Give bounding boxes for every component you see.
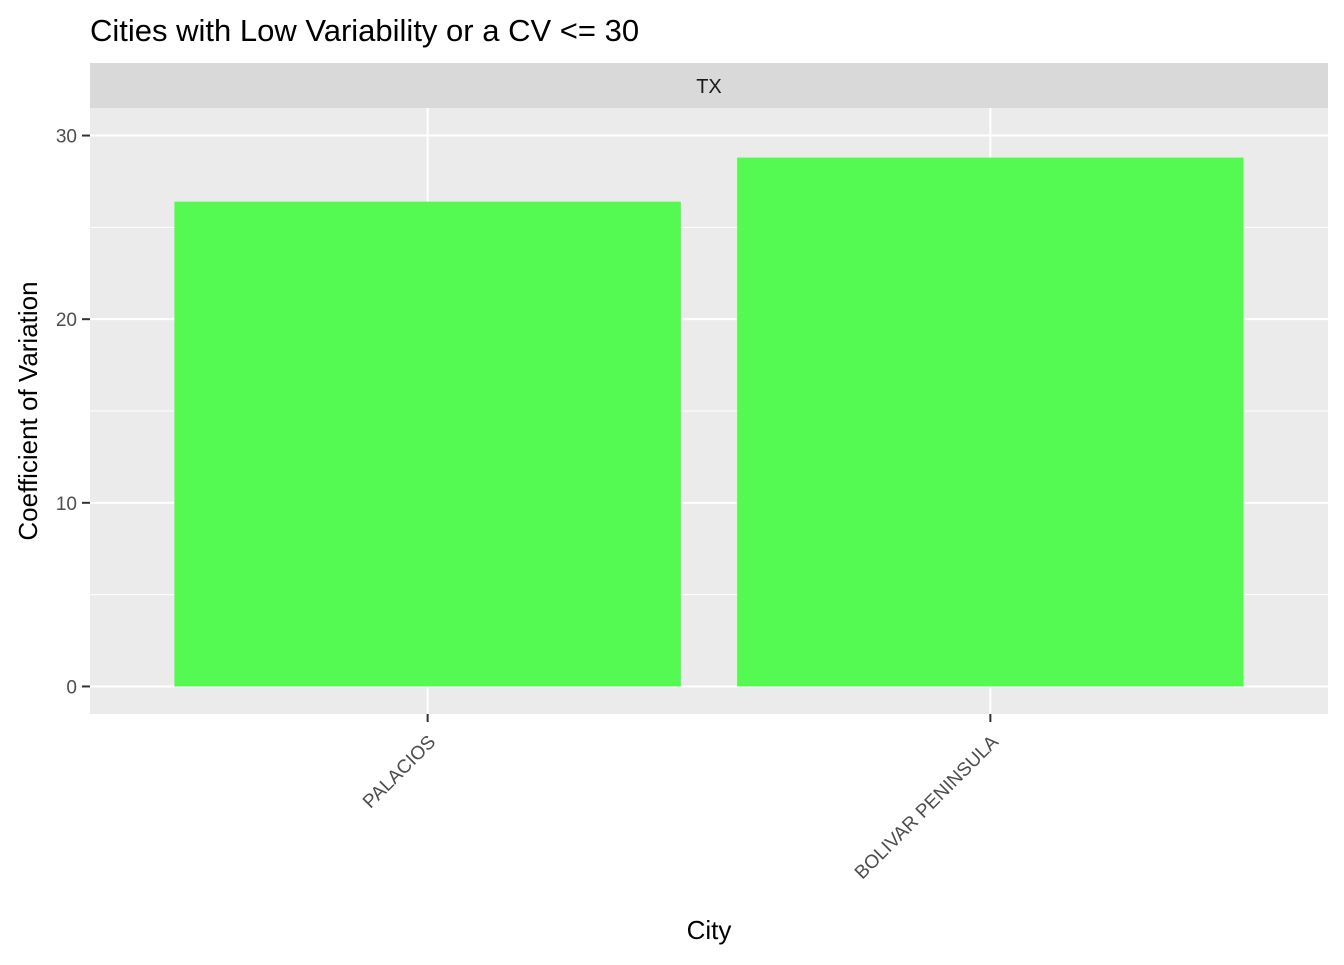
x-tick-label: PALACIOS bbox=[359, 732, 440, 813]
bar bbox=[174, 201, 681, 687]
y-tick-label: 0 bbox=[66, 677, 77, 698]
x-axis-title: City bbox=[687, 915, 732, 945]
y-tick-label: 20 bbox=[56, 310, 77, 331]
x-axis: PALACIOS BOLIVAR PENINSULA bbox=[359, 714, 1003, 884]
x-tick-label: BOLIVAR PENINSULA bbox=[851, 731, 1003, 883]
facet-strip-label: TX bbox=[696, 76, 722, 98]
y-tick-label: 30 bbox=[56, 127, 77, 148]
bars bbox=[174, 157, 1244, 687]
facet-strip bbox=[90, 63, 1328, 108]
bar bbox=[737, 157, 1244, 687]
y-axis: 0 10 20 30 bbox=[56, 127, 90, 698]
chart-title: Cities with Low Variability or a CV <= 3… bbox=[90, 13, 639, 48]
y-axis-title: Coefficient of Variation bbox=[13, 281, 43, 540]
y-tick-label: 10 bbox=[56, 494, 77, 515]
